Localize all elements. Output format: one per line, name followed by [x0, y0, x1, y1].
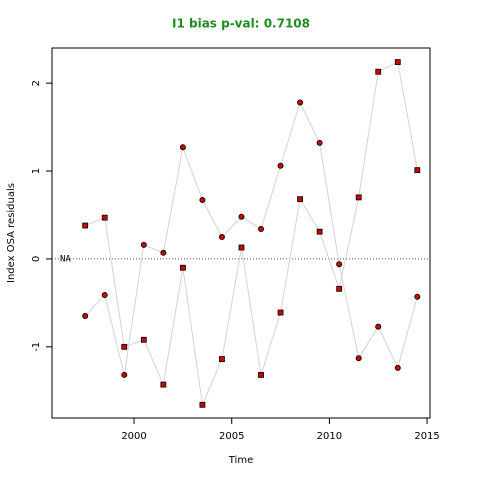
point: [140, 241, 147, 248]
point: [101, 291, 108, 298]
point: [316, 228, 323, 235]
x-axis-label: Time: [228, 455, 253, 466]
y-tick-label: -1: [31, 342, 42, 352]
x-tick-label: 2000: [121, 431, 146, 442]
point: [375, 323, 382, 330]
point: [82, 222, 89, 229]
point: [179, 144, 186, 151]
point: [258, 372, 264, 378]
point: [160, 381, 167, 388]
x-tick-label: 2005: [219, 431, 244, 442]
plot-frame: [51, 47, 431, 419]
point: [297, 99, 304, 106]
series-line: [85, 61, 418, 407]
point: [199, 401, 206, 408]
point: [355, 194, 362, 201]
point: [258, 226, 265, 233]
point: [218, 233, 225, 240]
annotation: NA: [60, 254, 71, 264]
point: [199, 197, 206, 204]
x-tick-label: 2010: [317, 431, 342, 442]
point: [297, 196, 303, 203]
point: [238, 213, 245, 220]
point: [414, 293, 421, 300]
point: [121, 371, 128, 378]
point: [140, 336, 147, 343]
y-tick-label: 1: [31, 168, 42, 174]
x-tick-label: 2015: [414, 431, 439, 442]
point: [394, 59, 401, 65]
point: [160, 249, 167, 256]
point: [219, 356, 225, 363]
point: [414, 167, 421, 174]
point: [355, 355, 362, 362]
point: [336, 285, 343, 292]
point: [121, 343, 128, 350]
chart-title: I1 bias p-val: 0.7108: [172, 17, 310, 31]
y-axis-label: Index OSA residuals: [6, 183, 17, 283]
point: [179, 264, 186, 271]
point: [277, 162, 284, 169]
series-line: [84, 101, 418, 376]
point: [277, 309, 284, 316]
point: [394, 364, 401, 371]
point: [316, 139, 323, 146]
point: [336, 261, 343, 268]
y-tick-label: 2: [31, 80, 42, 86]
point: [82, 313, 89, 320]
point: [238, 244, 245, 251]
y-tick-label: 0: [31, 256, 42, 262]
point: [375, 68, 382, 75]
point: [101, 214, 108, 221]
